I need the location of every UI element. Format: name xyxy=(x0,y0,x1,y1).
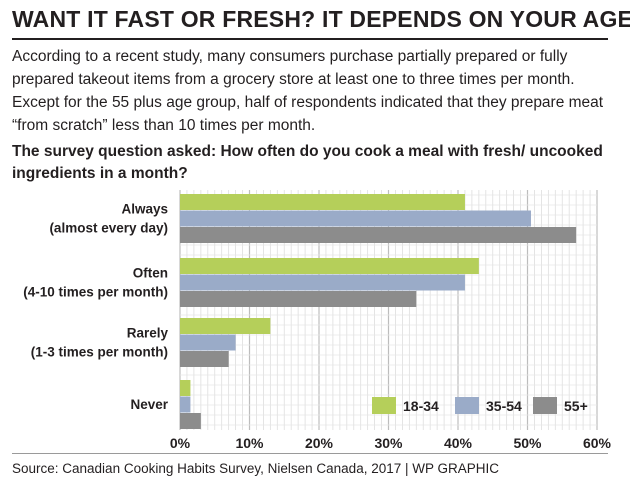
category-label: Often xyxy=(133,265,168,280)
x-tick-label: 0% xyxy=(170,435,191,451)
legend-swatch-18-34 xyxy=(372,397,396,414)
bar-18-34-0 xyxy=(180,194,465,210)
category-label: (almost every day) xyxy=(49,220,168,235)
intro-text: According to a recent study, many consum… xyxy=(12,48,604,134)
bar-35-54-2 xyxy=(180,334,236,351)
x-tick-label: 10% xyxy=(235,435,264,451)
bar-35-54-0 xyxy=(180,210,531,227)
x-tick-label: 30% xyxy=(374,435,403,451)
bar-35-54-3 xyxy=(180,396,191,413)
bar-55+-1 xyxy=(180,291,417,307)
legend-swatch-35-54 xyxy=(455,397,479,414)
bar-18-34-3 xyxy=(180,380,191,396)
x-tick-label: 20% xyxy=(305,435,334,451)
category-label: Never xyxy=(130,397,168,412)
bar-55+-3 xyxy=(180,413,201,429)
legend-label-35-54: 35-54 xyxy=(486,398,522,414)
title-divider xyxy=(12,38,608,40)
category-label: (4-10 times per month) xyxy=(23,284,168,299)
legend-label-55+: 55+ xyxy=(564,398,588,414)
bar-18-34-2 xyxy=(180,318,271,334)
bar-35-54-1 xyxy=(180,274,465,291)
x-tick-label: 40% xyxy=(444,435,473,451)
bar-18-34-1 xyxy=(180,258,479,274)
chart-title: WANT IT FAST OR FRESH? IT DEPENDS ON YOU… xyxy=(12,6,630,32)
legend-label-18-34: 18-34 xyxy=(403,398,439,414)
bar-55+-2 xyxy=(180,351,229,367)
source-credit: Source: Canadian Cooking Habits Survey, … xyxy=(12,461,500,476)
x-tick-label: 60% xyxy=(583,435,612,451)
bar-55+-0 xyxy=(180,227,577,243)
category-label: Always xyxy=(121,201,168,216)
survey-question: The survey question asked: How often do … xyxy=(12,143,603,182)
legend-swatch-55+ xyxy=(533,397,557,414)
category-label: (1-3 times per month) xyxy=(31,344,168,359)
category-label: Rarely xyxy=(127,325,169,340)
bar-chart: Always (almost every day) Often (4-10 times… xyxy=(23,190,612,451)
x-tick-label: 50% xyxy=(513,435,542,451)
footer-divider xyxy=(12,453,608,454)
